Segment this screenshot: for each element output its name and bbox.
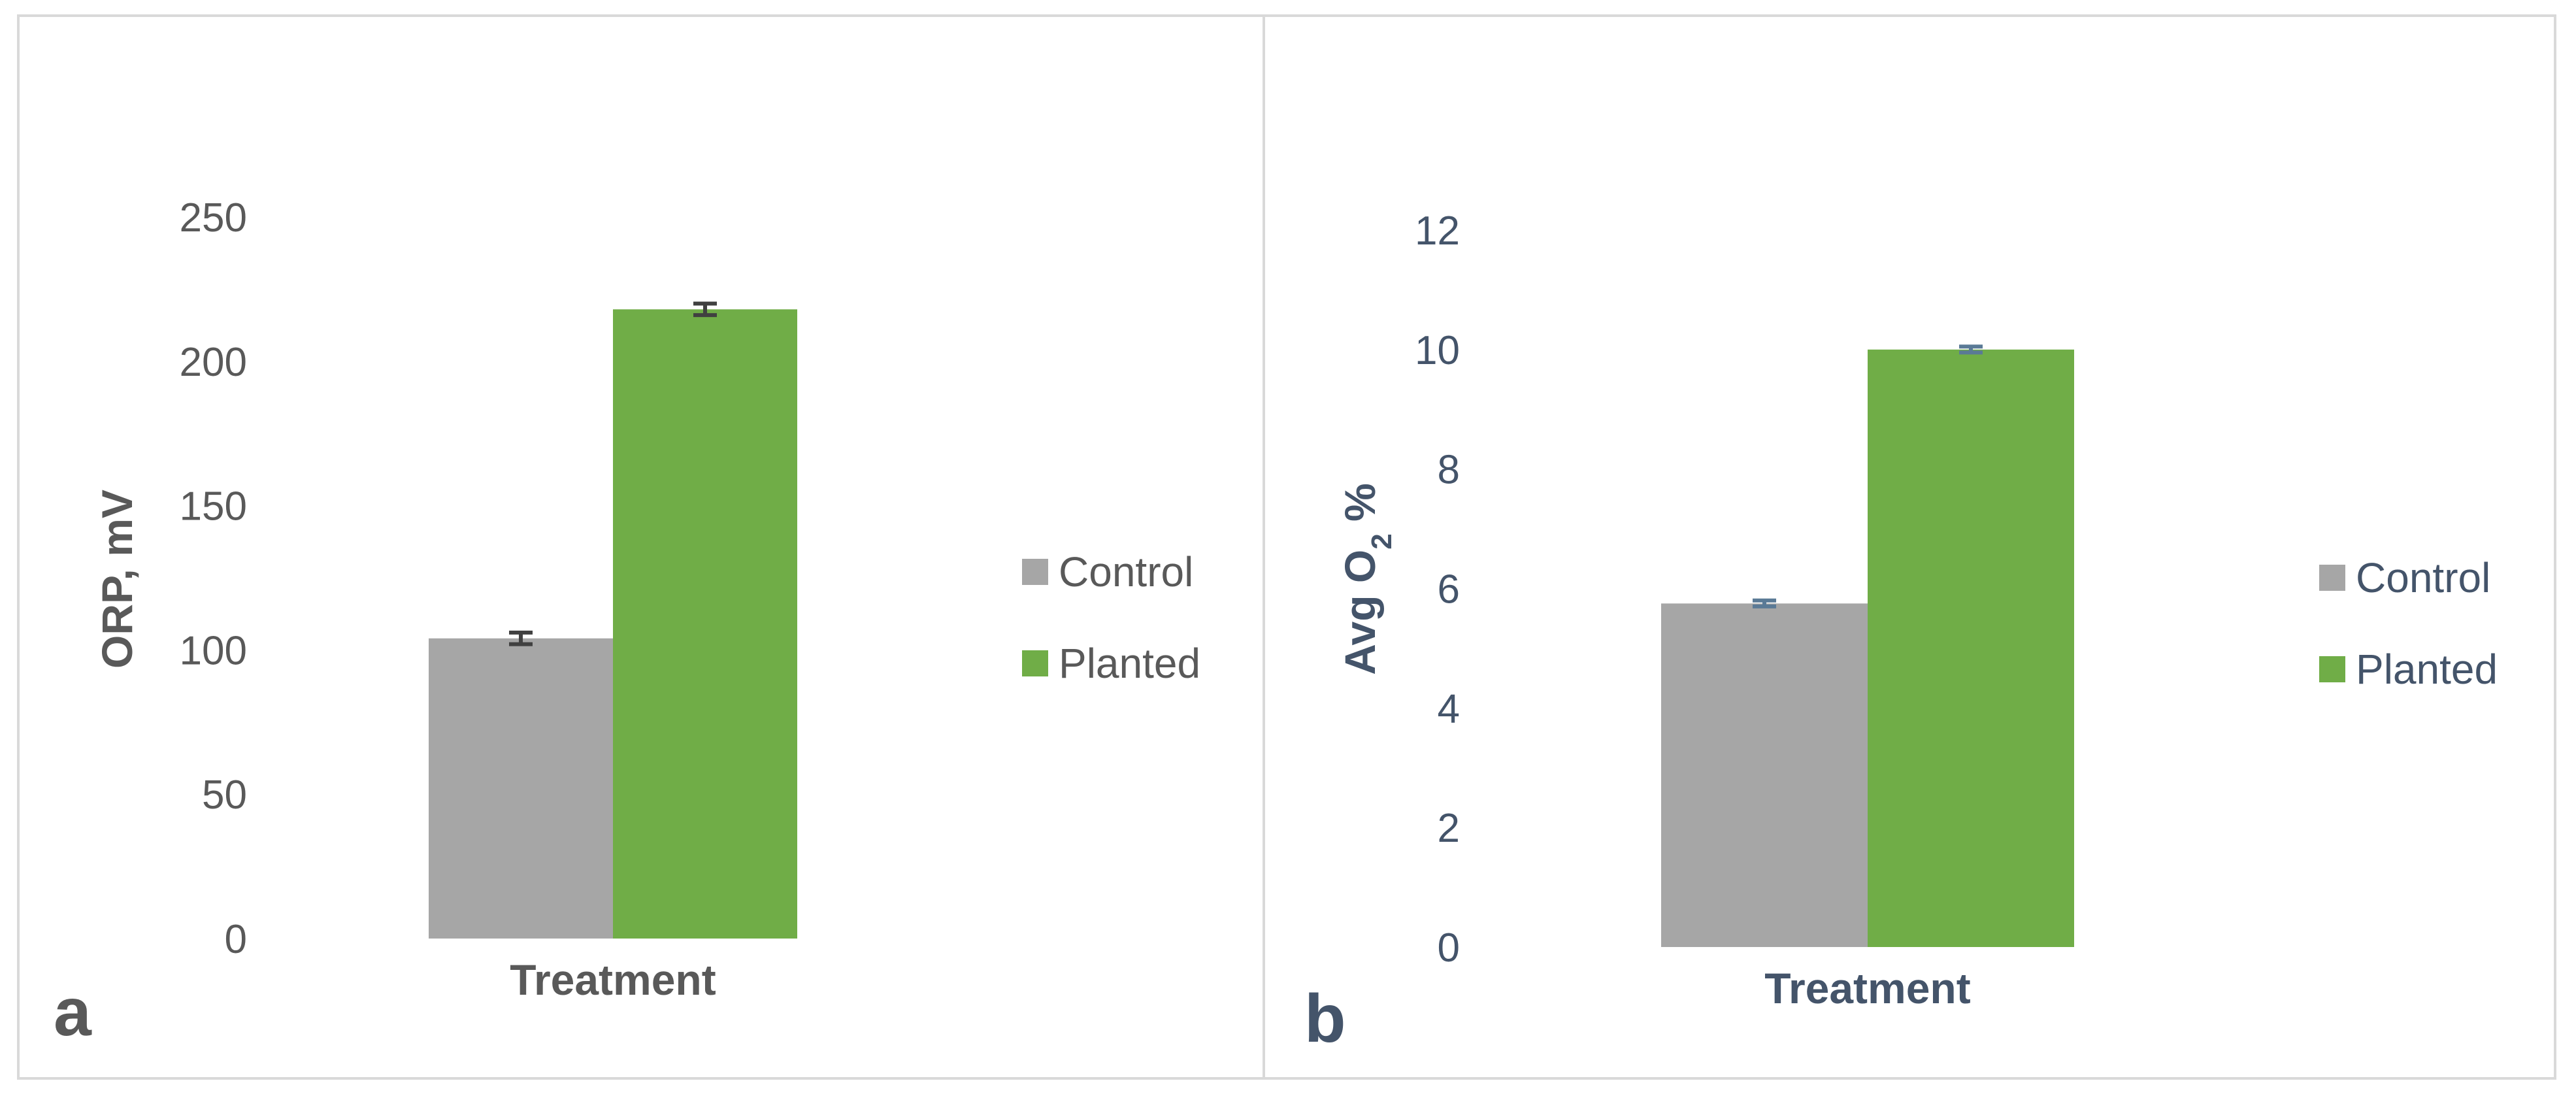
error-bar-control bbox=[1753, 598, 1776, 608]
y-axis-title-subscript: 2 bbox=[1366, 533, 1398, 549]
legend-swatch-control bbox=[1022, 559, 1048, 585]
panel-label: a bbox=[54, 974, 92, 1050]
y-tick-label: 100 bbox=[180, 628, 247, 673]
y-tick-label: 250 bbox=[180, 195, 247, 241]
legend-swatch-control bbox=[2319, 565, 2345, 591]
x-axis-title: Treatment bbox=[1764, 964, 1970, 1012]
y-axis-title-main: Avg O bbox=[1336, 550, 1384, 675]
legend-label-control: Control bbox=[2356, 554, 2490, 601]
error-bar-planted bbox=[693, 301, 717, 318]
y-tick-label: 2 bbox=[1438, 806, 1460, 851]
error-bar-planted bbox=[1959, 344, 1983, 355]
x-axis-title: Treatment bbox=[510, 956, 716, 1004]
y-axis-title: Avg O2 % bbox=[1336, 483, 1398, 674]
y-tick-label: 0 bbox=[225, 917, 247, 962]
y-tick-label: 6 bbox=[1438, 567, 1460, 612]
bar-planted bbox=[613, 309, 797, 939]
y-tick-label: 10 bbox=[1415, 328, 1460, 373]
y-tick-label: 12 bbox=[1415, 208, 1460, 254]
y-tick-label: 50 bbox=[202, 773, 247, 818]
chart-a-svg: 0 50 100 150 200 250 Treatment ORP, mV Control Pl… bbox=[54, 195, 1200, 1050]
bar-planted bbox=[1868, 349, 2074, 947]
legend-swatch-planted bbox=[2319, 656, 2345, 682]
y-tick-label: 200 bbox=[180, 340, 247, 385]
y-tick-label: 4 bbox=[1438, 686, 1460, 731]
chart-panel-b: 0 2 4 6 8 10 12 Treatment Avg O2 % Control Planted… bbox=[1263, 14, 2556, 1080]
legend-label-control: Control bbox=[1059, 548, 1193, 595]
y-tick-label: 150 bbox=[180, 484, 247, 529]
legend-label-planted: Planted bbox=[1059, 640, 1200, 687]
legend-label-planted: Planted bbox=[2356, 646, 2498, 693]
chart-panel-a: 0 50 100 150 200 250 Treatment ORP, mV Control Pl… bbox=[17, 14, 1265, 1080]
bar-control bbox=[429, 638, 613, 939]
panel-label: b bbox=[1304, 981, 1346, 1057]
y-tick-label: 0 bbox=[1438, 925, 1460, 971]
y-tick-label: 8 bbox=[1438, 448, 1460, 493]
bar-control bbox=[1661, 603, 1868, 947]
error-bar-control bbox=[509, 630, 533, 646]
y-axis-title-suffix: % bbox=[1336, 483, 1384, 533]
legend-swatch-planted bbox=[1022, 650, 1048, 676]
y-axis-title: ORP, mV bbox=[93, 490, 141, 669]
